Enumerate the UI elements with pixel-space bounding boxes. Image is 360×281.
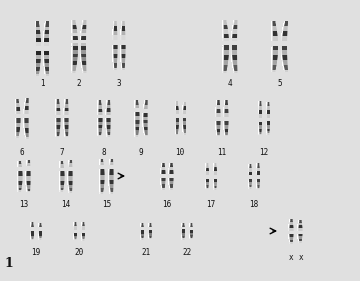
- Text: 6: 6: [20, 148, 24, 157]
- Text: 1: 1: [40, 79, 44, 88]
- Text: 13: 13: [19, 200, 29, 209]
- Text: 4: 4: [228, 79, 232, 88]
- Text: 18: 18: [249, 200, 258, 209]
- Text: 11: 11: [217, 148, 227, 157]
- Text: 9: 9: [139, 148, 143, 157]
- Text: 10: 10: [175, 148, 185, 157]
- Text: 16: 16: [162, 200, 172, 209]
- Text: 5: 5: [278, 79, 282, 88]
- Text: 3: 3: [117, 79, 121, 88]
- Text: 14: 14: [61, 200, 71, 209]
- Text: 19: 19: [31, 248, 41, 257]
- Text: 21: 21: [141, 248, 150, 257]
- Text: 7: 7: [60, 148, 64, 157]
- Text: 17: 17: [206, 200, 216, 209]
- Text: 2: 2: [77, 79, 81, 88]
- Text: 12: 12: [259, 148, 269, 157]
- Text: x: x: [289, 253, 293, 262]
- Text: 1: 1: [5, 257, 14, 270]
- Text: 22: 22: [183, 248, 192, 257]
- Text: 8: 8: [102, 148, 106, 157]
- Text: 20: 20: [75, 248, 84, 257]
- Text: x: x: [299, 253, 303, 262]
- Text: 15: 15: [102, 200, 112, 209]
